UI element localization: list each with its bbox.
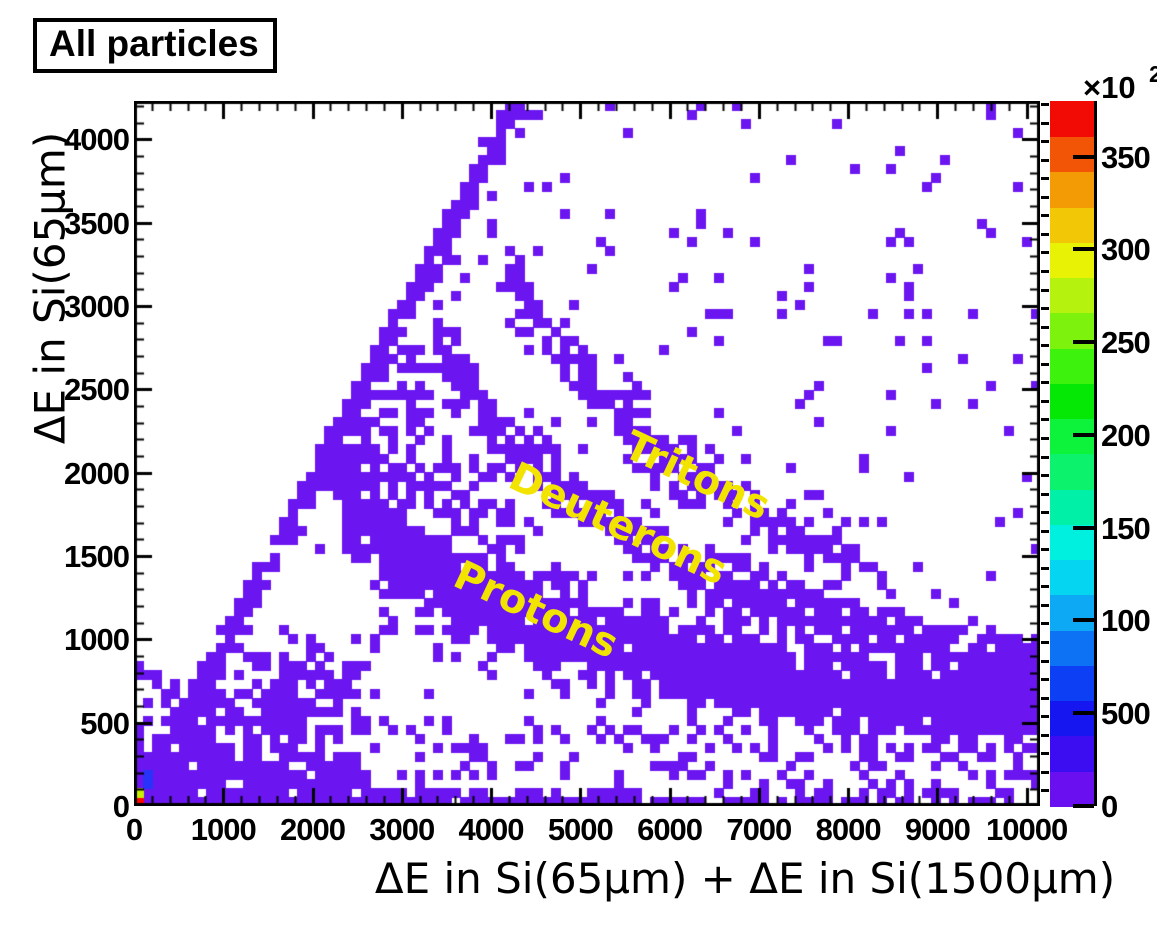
x-axis-tick-label: 6000 bbox=[637, 812, 703, 847]
color-scale-minor-dash bbox=[1041, 325, 1049, 329]
color-scale-minor-dash bbox=[1041, 121, 1049, 125]
color-scale-band bbox=[1050, 735, 1094, 772]
color-scale-minor-dash bbox=[1041, 770, 1049, 774]
color-scale-tick bbox=[1073, 618, 1094, 623]
color-scale-band bbox=[1050, 665, 1094, 701]
color-scale-tick-label: 150 bbox=[1101, 510, 1151, 546]
x-axis-tick-label: 8000 bbox=[815, 812, 882, 847]
color-scale-minor-dash bbox=[1041, 455, 1049, 459]
color-scale-band bbox=[1050, 136, 1094, 173]
color-scale-band bbox=[1050, 453, 1094, 490]
y-axis-tick-label: 0 bbox=[112, 789, 130, 824]
title-box: All particles bbox=[33, 18, 277, 73]
x-axis-tick-label: 5000 bbox=[547, 812, 614, 847]
color-scale-tick bbox=[1073, 154, 1094, 159]
color-scale-minor-dash bbox=[1041, 474, 1049, 478]
color-scale-minor-dash bbox=[1041, 789, 1049, 793]
scale-multiplier-exponent: 2 bbox=[1149, 61, 1157, 85]
color-scale-minor-dash bbox=[1041, 399, 1049, 403]
color-scale-minor-dash bbox=[1041, 140, 1049, 144]
color-scale-minor-dash bbox=[1041, 288, 1049, 292]
color-scale-band bbox=[1050, 629, 1094, 666]
y-axis-tick-label: 500 bbox=[80, 705, 130, 741]
color-scale-tick-label: 0 bbox=[1101, 789, 1118, 824]
color-scale-minor-dash bbox=[1041, 195, 1049, 199]
x-axis-tick-label: 1000 bbox=[190, 812, 257, 847]
color-scale-tick bbox=[1073, 247, 1094, 252]
color-scale-minor-dash bbox=[1041, 158, 1049, 162]
color-scale-band bbox=[1050, 171, 1094, 208]
color-scale-minor-dash bbox=[1041, 696, 1049, 700]
color-scale-tick bbox=[1073, 711, 1094, 716]
color-scale-minor-dash bbox=[1041, 659, 1049, 663]
x-axis-tick-label: 3000 bbox=[369, 812, 435, 847]
color-scale-tick-label: 100 bbox=[1101, 603, 1151, 639]
color-scale-band bbox=[1050, 383, 1094, 419]
color-scale-band bbox=[1050, 206, 1094, 243]
y-axis-tick-label: 3000 bbox=[64, 289, 130, 324]
color-scale-minor-dash bbox=[1041, 418, 1049, 422]
x-axis-tick-label: 4000 bbox=[458, 812, 525, 847]
x-axis-tick-label: 9000 bbox=[904, 812, 971, 847]
color-scale-minor-dash bbox=[1041, 548, 1049, 552]
color-scale-minor-dash bbox=[1041, 566, 1049, 570]
color-scale-band bbox=[1050, 347, 1094, 384]
y-axis-tick-label: 2000 bbox=[64, 455, 130, 491]
color-scale-minor-dash bbox=[1041, 177, 1049, 181]
color-scale-band bbox=[1050, 559, 1094, 596]
color-scale-minor-dash bbox=[1041, 511, 1049, 515]
color-scale-tick bbox=[1073, 525, 1094, 530]
color-scale-minor-dash bbox=[1041, 307, 1049, 311]
plot-title: All particles bbox=[49, 23, 259, 64]
color-scale-band bbox=[1050, 770, 1094, 807]
color-scale-minor-dash bbox=[1041, 752, 1049, 756]
y-axis-tick-label: 4000 bbox=[64, 122, 130, 158]
color-scale-minor-dash bbox=[1041, 269, 1049, 273]
color-scale-minor-dash bbox=[1041, 715, 1049, 719]
color-scale-minor-dash bbox=[1041, 603, 1049, 607]
color-scale-minor-dash bbox=[1041, 436, 1049, 440]
histogram-canvas bbox=[134, 101, 1040, 806]
color-scale-minor-dash bbox=[1041, 492, 1049, 496]
x-axis-tick-label: 0 bbox=[125, 812, 143, 847]
color-scale-band bbox=[1050, 277, 1094, 314]
color-scale-tick bbox=[1073, 432, 1094, 437]
color-scale-band bbox=[1050, 700, 1094, 737]
color-scale-band bbox=[1050, 524, 1094, 560]
color-scale-minor-dash bbox=[1041, 622, 1049, 626]
y-axis-tick-label: 3500 bbox=[64, 205, 130, 241]
color-scale bbox=[1050, 101, 1097, 808]
color-scale-band bbox=[1050, 101, 1094, 137]
color-scale-tick-label: 300 bbox=[1101, 232, 1151, 268]
x-axis-title: ΔE in Si(65μm) + ΔE in Si(1500μm) bbox=[374, 854, 1116, 903]
color-scale-minor-dash bbox=[1041, 529, 1049, 533]
y-axis-tick-label: 2500 bbox=[64, 372, 130, 408]
x-axis-tick-label: 7000 bbox=[726, 812, 792, 847]
color-scale-minor-dash bbox=[1041, 251, 1049, 255]
color-scale-minor-dash bbox=[1041, 678, 1049, 682]
color-scale-minor-dash bbox=[1041, 232, 1049, 236]
color-scale-tick-label: 500 bbox=[1101, 696, 1151, 732]
color-scale-minor-dash bbox=[1041, 585, 1049, 589]
scale-multiplier: ×10 bbox=[1083, 70, 1136, 105]
color-scale-minor-dash bbox=[1041, 103, 1049, 106]
color-scale-minor-dash bbox=[1041, 362, 1049, 366]
color-scale-tick bbox=[1073, 340, 1094, 345]
x-axis-tick-label: 2000 bbox=[280, 812, 346, 847]
color-scale-minor-dash bbox=[1041, 733, 1049, 737]
color-scale-tick-label: 250 bbox=[1101, 325, 1151, 361]
color-scale-tick bbox=[1073, 804, 1094, 808]
color-scale-minor-dash bbox=[1041, 214, 1049, 218]
x-axis-tick-label: 10000 bbox=[986, 812, 1068, 847]
color-scale-minor-dash bbox=[1041, 381, 1049, 385]
color-scale-band bbox=[1050, 594, 1094, 631]
color-scale-tick-label: 350 bbox=[1101, 139, 1151, 175]
y-axis-tick-label: 1000 bbox=[64, 622, 130, 658]
y-axis-tick-label: 1500 bbox=[64, 539, 130, 574]
color-scale-tick-label: 200 bbox=[1101, 417, 1151, 453]
color-scale-band bbox=[1050, 488, 1094, 525]
color-scale-minor-dash bbox=[1041, 641, 1049, 645]
color-scale-minor-dash bbox=[1041, 344, 1049, 348]
